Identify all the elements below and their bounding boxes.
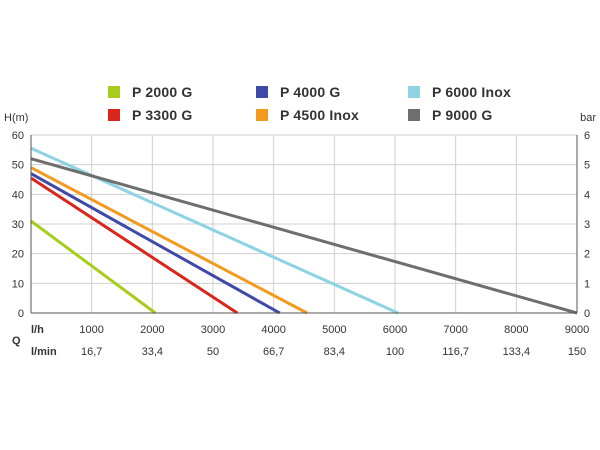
y-tick-label-50: 50 [12,160,24,172]
x-tick-label-lmin-2: 50 [207,346,219,358]
legend-item-p4000g: P 4000 G [256,84,341,100]
legend-label-p3300g: P 3300 G [132,107,193,123]
y2-tick-label-6: 6 [584,130,590,142]
y2-tick-label-5: 5 [584,160,590,172]
y-tick-label-60: 60 [12,130,24,142]
legend-label-p2000g: P 2000 G [132,84,193,100]
y2-axis-title: bar [580,112,596,124]
legend: P 2000 G P 3300 G P 4000 G P 4500 Inox P… [0,0,600,130]
legend-item-p2000g: P 2000 G [108,84,193,100]
series-line-p-3300-g [30,176,239,315]
x-tick-label-lh-4000: 4000 [261,324,285,336]
x-tick-label-lmin-7: 133,4 [503,346,531,358]
series-line-p-4000-g [30,172,281,315]
x-tick-label-lh-1000: 1000 [79,324,103,336]
y-tick-label-40: 40 [12,189,24,201]
x-tick-label-lh-8000: 8000 [504,324,528,336]
y2-tick-label-2: 2 [584,249,590,261]
x-tick-label-lh-7000: 7000 [443,324,467,336]
legend-label-p4500inox: P 4500 Inox [280,107,359,123]
legend-swatch-p6000inox [408,86,420,98]
axis-labels: 0 10 20 30 40 50 60 0 1 2 3 4 5 6 H(m) bar 1000 2000 3000 4… [4,112,596,358]
y-axis-title: H(m) [4,112,28,124]
y-tick-label-0: 0 [18,308,24,320]
x-tick-label-lh-5000: 5000 [322,324,346,336]
legend-label-p4000g: P 4000 G [280,84,341,100]
grid [31,134,578,313]
x-tick-label-lmin-6: 116,7 [442,346,469,358]
y2-tick-label-1: 1 [584,278,590,290]
legend-item-p4500inox: P 4500 Inox [256,107,359,123]
legend-item-p9000g: P 9000 G [408,107,493,123]
x-tick-label-lmin-4: 83,4 [324,346,345,358]
legend-label-p9000g: P 9000 G [432,107,493,123]
x-tick-label-lmin-8: 150 [568,346,586,358]
x-unit-lh: l/h [31,324,44,336]
series-lines [30,146,578,315]
y2-tick-label-4: 4 [584,189,590,201]
y-tick-label-10: 10 [12,278,24,290]
y-tick-label-20: 20 [12,249,24,261]
legend-label-p6000inox: P 6000 Inox [432,84,511,100]
y2-tick-label-3: 3 [584,219,590,231]
legend-item-p3300g: P 3300 G [108,107,193,123]
x-tick-label-lh-3000: 3000 [201,324,225,336]
x-tick-label-lmin-3: 66,7 [263,346,284,358]
x-tick-label-lmin-1: 33,4 [142,346,163,358]
y-tick-label-30: 30 [12,219,24,231]
series-line-p-2000-g [30,219,157,315]
x-tick-label-lmin-5: 100 [386,346,404,358]
y2-tick-label-0: 0 [584,308,590,320]
legend-item-p6000inox: P 6000 Inox [408,84,511,100]
series-line-p-9000-g [30,157,578,315]
legend-swatch-p4500inox [256,109,268,121]
x-tick-label-lh-2000: 2000 [140,324,164,336]
x-tick-label-lh-6000: 6000 [383,324,407,336]
axes [30,135,578,314]
series-line-p-4500-inox [30,166,308,315]
legend-swatch-p4000g [256,86,268,98]
legend-swatch-p3300g [108,109,120,121]
x-axis-symbol: Q [12,335,21,347]
x-tick-label-lh-9000: 9000 [565,324,589,336]
legend-swatch-p2000g [108,86,120,98]
legend-swatch-p9000g [408,109,420,121]
x-tick-label-lmin-0: 16,7 [81,346,102,358]
x-unit-lmin: l/min [31,346,57,358]
